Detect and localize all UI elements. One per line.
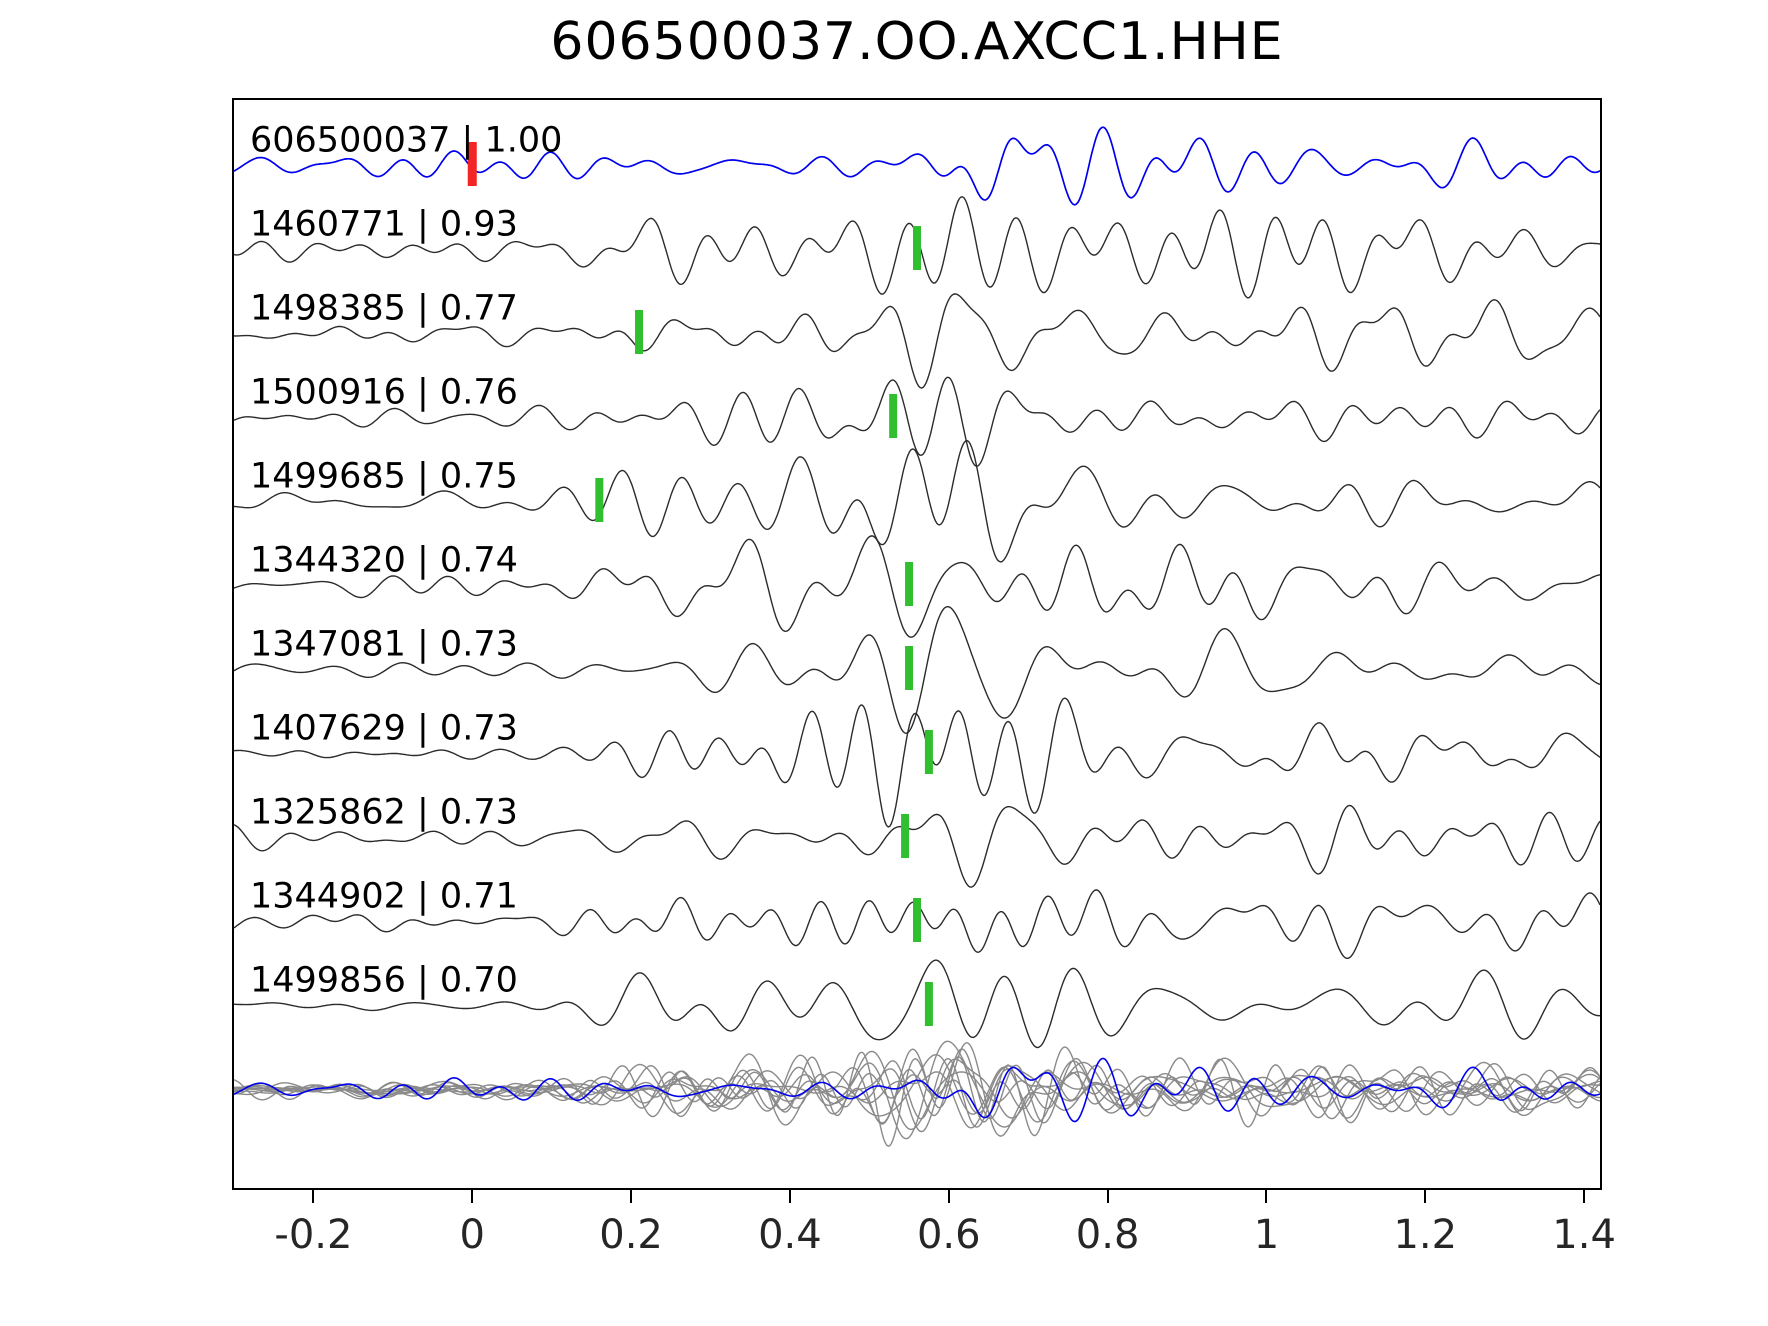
reference-trace bbox=[234, 126, 1600, 206]
overlay-trace bbox=[234, 1046, 1600, 1147]
x-axis-tick-label: 0.2 bbox=[599, 1212, 663, 1258]
plot-area: 606500037 | 1.00 1460771 | 0.93 1498385 | … bbox=[232, 98, 1602, 1190]
trace-label: 1499856 | 0.70 bbox=[250, 960, 518, 1001]
x-axis-tick-label: 0 bbox=[459, 1212, 485, 1258]
x-axis-tick-mark bbox=[947, 1190, 950, 1203]
member-trace bbox=[234, 959, 1600, 1049]
member-trace bbox=[234, 605, 1600, 735]
trace-label: 606500037 | 1.00 bbox=[250, 120, 563, 161]
member-trace bbox=[234, 293, 1600, 389]
x-axis-tick-label: 1.4 bbox=[1552, 1212, 1616, 1258]
x-axis-tick-label: 1.2 bbox=[1393, 1212, 1458, 1258]
x-axis-tick-label: 0.6 bbox=[916, 1212, 981, 1258]
x-axis-tick-mark bbox=[312, 1190, 315, 1203]
x-axis-tick-label: 1 bbox=[1253, 1212, 1280, 1258]
x-axis-tick-mark bbox=[1583, 1190, 1586, 1203]
chart-title: 606500037.OO.AXCC1.HHE bbox=[550, 12, 1284, 72]
trace-label: 1344320 | 0.74 bbox=[250, 540, 518, 581]
trace-label: 1344902 | 0.71 bbox=[250, 876, 518, 917]
overlay-trace bbox=[234, 1064, 1600, 1129]
trace-label: 1500916 | 0.76 bbox=[250, 372, 518, 413]
x-axis-tick-label: 0.8 bbox=[1075, 1212, 1140, 1258]
member-trace bbox=[234, 376, 1600, 467]
x-axis-tick-label: 0.4 bbox=[758, 1212, 822, 1258]
x-axis-tick-label: -0.2 bbox=[274, 1212, 353, 1258]
x-axis-tick-mark bbox=[1424, 1190, 1427, 1203]
member-trace bbox=[234, 804, 1600, 888]
trace-label: 1460771 | 0.93 bbox=[250, 204, 518, 245]
trace-label: 1325862 | 0.73 bbox=[250, 792, 518, 833]
overlay-trace bbox=[234, 1054, 1600, 1123]
x-axis-tick-mark bbox=[471, 1190, 474, 1203]
overlay-reference-trace bbox=[234, 1057, 1600, 1123]
waveform-svg bbox=[234, 126, 1600, 1147]
x-axis-tick-mark bbox=[788, 1190, 791, 1203]
member-trace bbox=[234, 439, 1600, 563]
x-axis-tick-mark bbox=[1106, 1190, 1109, 1203]
trace-label: 1407629 | 0.73 bbox=[250, 708, 518, 749]
trace-label: 1498385 | 0.77 bbox=[250, 288, 518, 329]
member-trace bbox=[234, 697, 1600, 828]
member-trace bbox=[234, 535, 1600, 638]
trace-label: 1347081 | 0.73 bbox=[250, 624, 518, 665]
x-axis-tick-mark bbox=[1265, 1190, 1268, 1203]
trace-label: 1499685 | 0.75 bbox=[250, 456, 518, 497]
x-axis-tick-mark bbox=[630, 1190, 633, 1203]
